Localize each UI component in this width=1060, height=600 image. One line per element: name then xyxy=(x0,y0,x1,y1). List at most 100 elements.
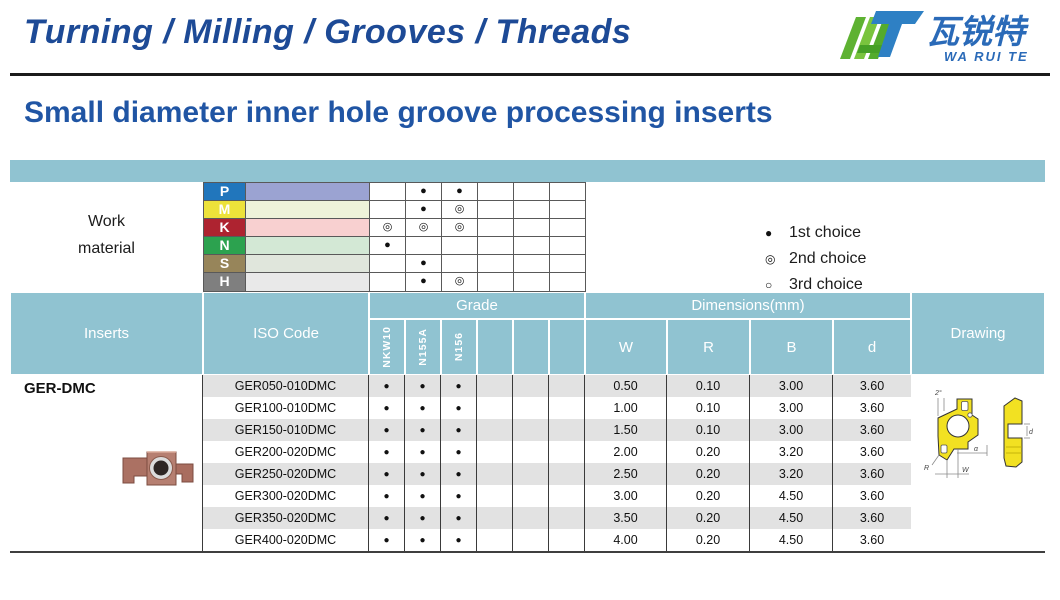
grade-mark-cell-5 xyxy=(549,463,585,485)
brand-logo: 瓦锐特 WA RUI TE xyxy=(840,11,1029,64)
grade-mark-cell-2: ● xyxy=(441,507,477,529)
grade-mark-cell-1: ● xyxy=(405,529,441,551)
work-material-mark-S-2 xyxy=(442,255,478,274)
grade-mark-cell-4 xyxy=(513,419,549,441)
grade-mark-cell-5 xyxy=(549,375,585,397)
legend-item-2: ◎ 2nd choice xyxy=(765,246,866,272)
dim-col-header-d: d xyxy=(833,319,911,375)
legend-label: 3rd choice xyxy=(789,276,863,293)
grade-mark-cell-5 xyxy=(549,419,585,441)
work-material-mark-P-4 xyxy=(514,183,550,202)
legend-symbol: ◎ xyxy=(765,252,776,266)
work-material-mark-S-4 xyxy=(514,255,550,274)
table-rows: GER050-010DMC ● ● ● 0.50 0.10 3.00 3.60 GER100-0… xyxy=(203,375,911,551)
col-group-grade: Grade NKW10 N155A N156 xyxy=(369,292,585,375)
col-header-inserts: Inserts xyxy=(10,292,203,375)
work-material-row-K: K ◎ ◎ ◎ xyxy=(204,219,586,238)
grade-col-header-NKW10: NKW10 xyxy=(369,319,405,375)
legend-symbol: ● xyxy=(765,226,773,240)
grade-mark-cell-1: ● xyxy=(405,441,441,463)
grade-mark-cell-1: ● xyxy=(405,485,441,507)
grade-mark-cell-2: ● xyxy=(441,441,477,463)
work-material-band-H xyxy=(246,273,370,292)
table-header: Inserts ISO Code Grade NKW10 N155A N156 Di… xyxy=(10,292,1045,375)
work-material-mark-H-0 xyxy=(370,273,406,292)
work-material-code-K: K xyxy=(204,219,246,238)
svg-text:d: d xyxy=(1029,429,1034,436)
grade-col-label: N155A xyxy=(417,328,429,366)
legend-symbol: ○ xyxy=(765,278,773,292)
grade-mark-cell-3 xyxy=(477,441,513,463)
grade-col-label: N156 xyxy=(453,332,465,362)
grade-mark-cell-5 xyxy=(549,397,585,419)
dim-r-cell: 0.20 xyxy=(667,485,750,507)
work-material-mark-K-1: ◎ xyxy=(406,219,442,238)
work-material-mark-M-5 xyxy=(550,201,586,220)
iso-code-cell: GER100-010DMC xyxy=(203,397,369,419)
dim-d-cell: 3.60 xyxy=(833,397,911,419)
grade-mark-cell-4 xyxy=(513,441,549,463)
grade-col-header-empty-5 xyxy=(549,319,585,375)
logo-monogram-icon xyxy=(840,11,924,59)
work-material-row-H: H ● ◎ xyxy=(204,273,586,292)
iso-code-cell: GER400-020DMC xyxy=(203,529,369,551)
iso-code-cell: GER150-010DMC xyxy=(203,419,369,441)
iso-code-cell: GER050-010DMC xyxy=(203,375,369,397)
grade-mark-cell-0: ● xyxy=(369,375,405,397)
grade-mark-cell-3 xyxy=(477,419,513,441)
dim-w-cell: 2.00 xyxy=(585,441,667,463)
grade-mark-cell-1: ● xyxy=(405,507,441,529)
grade-mark-cell-2: ● xyxy=(441,397,477,419)
work-material-label: Work material xyxy=(78,213,135,257)
work-material-band-P xyxy=(246,183,370,202)
grade-mark-cell-4 xyxy=(513,375,549,397)
work-material-mark-K-2: ◎ xyxy=(442,219,478,238)
svg-text:W: W xyxy=(962,467,970,474)
dim-r-cell: 0.10 xyxy=(667,419,750,441)
table-row: GER300-020DMC ● ● ● 3.00 0.20 4.50 3.60 xyxy=(203,485,911,507)
grade-mark-cell-1: ● xyxy=(405,397,441,419)
logo-latin-text: WA RUI TE xyxy=(944,49,1029,64)
iso-code-cell: GER350-020DMC xyxy=(203,507,369,529)
dim-w-cell: 2.50 xyxy=(585,463,667,485)
spec-panel: Work material P ● ● M ● ◎ K ◎ ◎ ◎ N ● S ● H ● ◎ ● 1st cho… xyxy=(10,160,1045,554)
grade-mark-cell-4 xyxy=(513,397,549,419)
grade-mark-cell-0: ● xyxy=(369,463,405,485)
grade-mark-cell-2: ● xyxy=(441,485,477,507)
grade-col-header-N155A: N155A xyxy=(405,319,441,375)
work-material-row-S: S ● xyxy=(204,255,586,274)
work-material-band-S xyxy=(246,255,370,274)
dim-w-cell: 1.00 xyxy=(585,397,667,419)
dim-r-cell: 0.10 xyxy=(667,375,750,397)
grade-mark-cell-4 xyxy=(513,463,549,485)
work-material-mark-N-2 xyxy=(442,237,478,256)
table-body: GER-DMC GER050-010DMC ● ● ● 0.50 0.10 3.00 3.60… xyxy=(10,375,1045,551)
grade-col-header-empty-4 xyxy=(513,319,549,375)
dim-b-cell: 4.50 xyxy=(750,529,833,551)
grade-col-label: NKW10 xyxy=(381,326,393,368)
dim-w-cell: 0.50 xyxy=(585,375,667,397)
panel-top-band xyxy=(10,160,1045,182)
grade-col-header-empty-3 xyxy=(477,319,513,375)
grade-mark-cell-3 xyxy=(477,507,513,529)
table-row: GER100-010DMC ● ● ● 1.00 0.10 3.00 3.60 xyxy=(203,397,911,419)
dim-col-header-W: W xyxy=(585,319,667,375)
work-material-mark-P-1: ● xyxy=(406,183,442,202)
series-name: GER-DMC xyxy=(24,380,96,397)
col-header-drawing: Drawing xyxy=(911,292,1045,375)
work-material-mark-H-2: ◎ xyxy=(442,273,478,292)
work-material-mark-N-0: ● xyxy=(370,237,406,256)
work-material-mark-K-4 xyxy=(514,219,550,238)
work-material-section: Work material P ● ● M ● ◎ K ◎ ◎ ◎ N ● S ● H ● ◎ ● 1st cho… xyxy=(10,182,1045,293)
dim-w-cell: 3.00 xyxy=(585,485,667,507)
work-material-mark-K-5 xyxy=(550,219,586,238)
work-material-mark-S-5 xyxy=(550,255,586,274)
grade-mark-cell-1: ● xyxy=(405,463,441,485)
dim-b-cell: 3.20 xyxy=(750,441,833,463)
dim-b-cell: 3.00 xyxy=(750,375,833,397)
iso-code-cell: GER200-020DMC xyxy=(203,441,369,463)
work-material-mark-N-1 xyxy=(406,237,442,256)
grade-mark-cell-4 xyxy=(513,529,549,551)
work-material-mark-H-4 xyxy=(514,273,550,292)
